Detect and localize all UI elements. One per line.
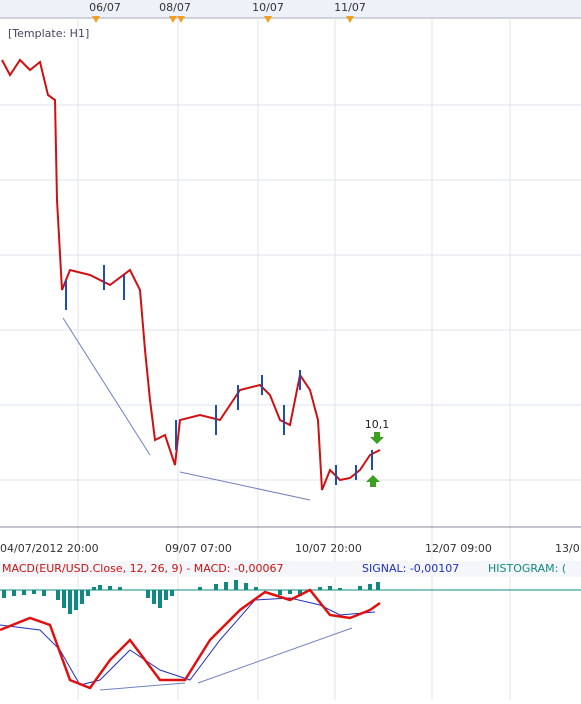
time-label: 10/07 20:00 xyxy=(295,542,362,555)
grid xyxy=(0,18,581,700)
template-label: [Template: H1] xyxy=(8,27,89,40)
annotation: 10,1 xyxy=(365,418,390,431)
signal-label: SIGNAL: -0,00107 xyxy=(362,562,459,575)
signal-line xyxy=(0,597,376,686)
down-arrow xyxy=(370,432,384,444)
trend-line xyxy=(62,317,151,456)
histogram-label: HISTOGRAM: ( xyxy=(488,562,566,575)
trend-line xyxy=(179,471,311,501)
trend-line xyxy=(197,627,353,684)
macd-header xyxy=(0,561,581,577)
time-label: 04/07/2012 20:00 xyxy=(0,542,99,555)
date-label: 08/07 xyxy=(159,1,191,14)
trend-line xyxy=(99,682,186,691)
macd-label: MACD(EUR/USD.Close, 12, 26, 9) - MACD: -… xyxy=(2,562,283,575)
date-label: 06/07 xyxy=(89,1,121,14)
time-label: 12/07 09:00 xyxy=(425,542,492,555)
price-path xyxy=(1,58,381,491)
bull-candles xyxy=(65,265,373,485)
histogram xyxy=(2,580,380,614)
event-markers xyxy=(92,16,354,23)
time-label: 09/07 07:00 xyxy=(165,542,232,555)
date-label: 10/07 xyxy=(252,1,284,14)
up-arrow xyxy=(366,475,380,487)
date-bar xyxy=(0,0,581,18)
time-label: 13/0 xyxy=(555,542,580,555)
date-label: 11/07 xyxy=(334,1,366,14)
macd-line xyxy=(0,588,381,690)
